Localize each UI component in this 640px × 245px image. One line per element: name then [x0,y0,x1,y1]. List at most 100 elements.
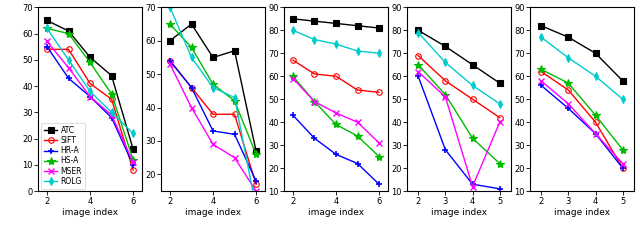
HS-A [108,93,115,96]
MSER [354,121,362,124]
ROLG [354,49,362,52]
HS-A [468,137,476,140]
Line: ROLG: ROLG [167,5,259,211]
ATC [496,82,504,85]
MSER [86,95,94,98]
Line: HR-A: HR-A [415,73,503,192]
HS-A [538,68,545,71]
HR-A [592,132,600,135]
SIFT [564,88,572,91]
ROLG [43,27,51,30]
SIFT [209,113,217,116]
ROLG [188,56,195,59]
MSER [442,96,449,98]
SIFT [332,75,340,78]
HS-A [43,27,51,30]
Line: HR-A: HR-A [538,82,626,172]
MSER [332,111,340,114]
SIFT [166,59,174,62]
HS-A [209,83,217,86]
MSER [468,185,476,188]
ROLG [209,86,217,89]
X-axis label: image index: image index [554,208,610,217]
HR-A [166,59,174,62]
Line: ROLG: ROLG [290,27,382,56]
MSER [209,143,217,146]
HR-A [188,86,195,89]
MSER [230,156,238,159]
HR-A [496,187,504,190]
SIFT [414,54,422,57]
MSER [108,113,115,116]
SIFT [230,113,238,116]
HS-A [619,148,627,151]
SIFT [310,73,318,75]
HR-A [538,84,545,87]
ATC [619,79,627,82]
SIFT [354,88,362,91]
ROLG [375,52,383,55]
Line: HR-A: HR-A [166,57,260,184]
HR-A [332,153,340,156]
SIFT [86,82,94,85]
HS-A [252,153,260,156]
ATC [86,56,94,59]
ROLG [129,132,137,135]
ATC [188,23,195,25]
SIFT [43,48,51,51]
HR-A [86,95,94,98]
ROLG [619,98,627,101]
HR-A [375,183,383,186]
ATC [375,26,383,29]
HR-A [414,75,422,78]
MSER [414,70,422,73]
Line: ROLG: ROLG [44,25,136,136]
ATC [332,22,340,25]
MSER [166,63,174,66]
HR-A [108,116,115,119]
HR-A [129,163,137,166]
ATC [252,149,260,152]
HR-A [310,137,318,140]
SIFT [65,48,72,51]
Line: ATC: ATC [290,16,382,31]
MSER [496,121,504,124]
HS-A [129,158,137,161]
ROLG [538,36,545,39]
MSER [310,100,318,103]
Line: SIFT: SIFT [44,47,136,173]
HS-A [414,63,422,66]
HR-A [564,107,572,110]
Line: ATC: ATC [415,27,502,86]
MSER [65,66,72,69]
Line: MSER: MSER [167,61,259,194]
HR-A [209,130,217,133]
ATC [468,63,476,66]
ROLG [230,96,238,99]
ROLG [442,61,449,64]
ROLG [108,111,115,114]
HR-A [230,133,238,136]
HR-A [442,148,449,151]
X-axis label: image index: image index [431,208,487,217]
ROLG [86,90,94,93]
SIFT [468,98,476,101]
ATC [564,36,572,39]
SIFT [496,116,504,119]
MSER [252,190,260,193]
ROLG [332,43,340,46]
Line: HR-A: HR-A [289,112,383,188]
HS-A [592,114,600,117]
MSER [564,102,572,105]
Line: HS-A: HS-A [43,24,137,164]
Line: HS-A: HS-A [166,20,260,159]
HS-A [289,75,297,78]
SIFT [442,79,449,82]
HS-A [354,135,362,137]
HS-A [564,82,572,85]
HS-A [310,100,318,103]
MSER [289,77,297,80]
X-axis label: image index: image index [308,208,364,217]
Line: ROLG: ROLG [415,30,502,107]
HR-A [468,183,476,186]
